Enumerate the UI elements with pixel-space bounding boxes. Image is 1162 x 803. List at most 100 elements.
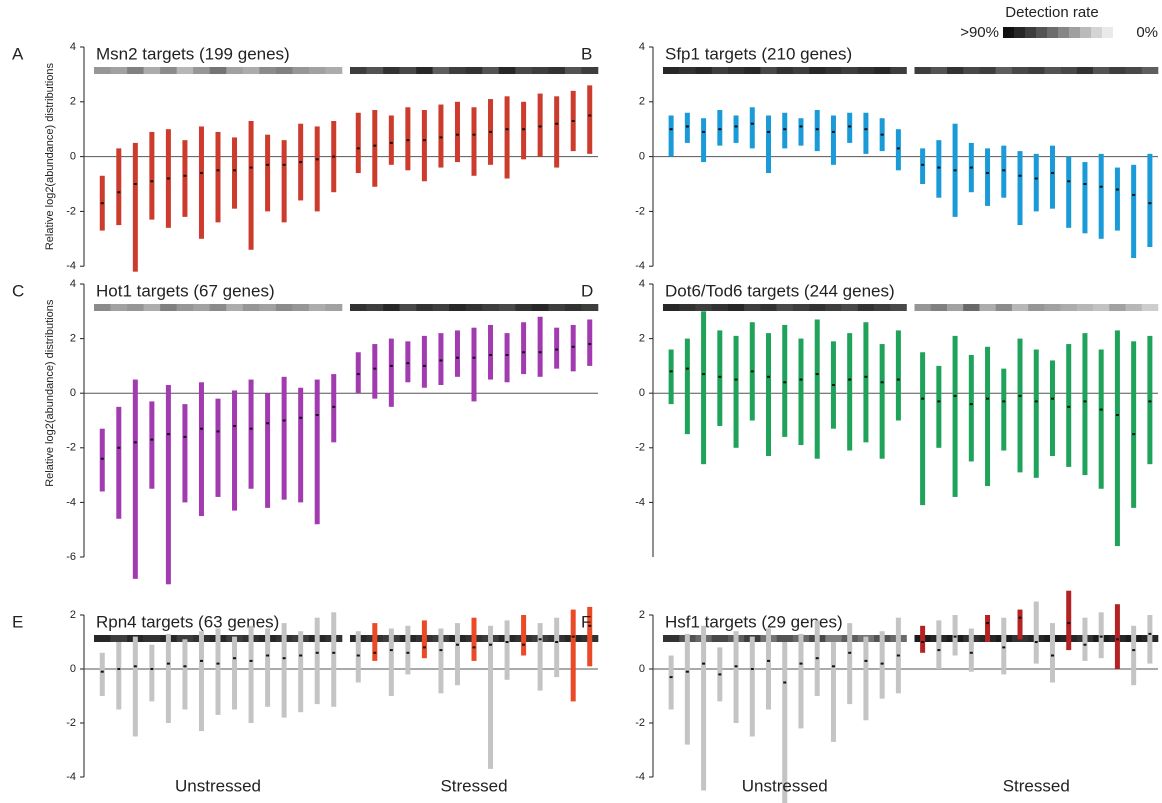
median (571, 119, 575, 122)
detection-cell (193, 67, 211, 74)
median (734, 665, 738, 668)
median (373, 144, 377, 147)
median (831, 130, 835, 133)
median (439, 359, 443, 362)
median (896, 147, 900, 150)
error-bar (331, 374, 337, 443)
median (848, 651, 852, 654)
error-bar (554, 617, 560, 678)
median (1050, 654, 1054, 657)
error-bar (684, 633, 690, 745)
median (166, 662, 170, 665)
median (937, 649, 941, 652)
error-bar (331, 612, 337, 707)
legend-gradient (1003, 27, 1113, 38)
detection-cell (841, 67, 859, 74)
detection-cell (209, 304, 227, 311)
error-bar (749, 107, 755, 149)
error-bar (215, 398, 221, 497)
median (571, 345, 575, 348)
median (848, 378, 852, 381)
median (332, 155, 336, 158)
error-bar (1131, 625, 1137, 686)
detection-cell (482, 67, 500, 74)
error-bar (1066, 156, 1072, 228)
error-bar (471, 107, 477, 176)
group-label: Unstressed (742, 776, 828, 795)
error-bar (814, 319, 820, 459)
detection-cell (350, 67, 367, 74)
median (422, 364, 426, 367)
error-bar (920, 625, 926, 653)
median (472, 356, 476, 359)
y-tick-label: 2 (70, 609, 76, 621)
error-bar (1114, 330, 1120, 547)
median (783, 381, 787, 384)
detection-cell (498, 304, 516, 311)
median (953, 394, 957, 397)
error-bar (717, 330, 723, 426)
error-bar (132, 142, 138, 272)
detection-cell (110, 304, 128, 311)
detection-cell (275, 304, 293, 311)
detection-cell (242, 304, 260, 311)
y-tick-label: -4 (635, 771, 645, 783)
error-bar (863, 112, 869, 154)
legend-min-label: 0% (1136, 24, 1158, 41)
median (356, 147, 360, 150)
median (489, 130, 493, 133)
median (332, 651, 336, 654)
error-bar (165, 385, 171, 585)
error-bar (488, 625, 494, 769)
y-tick-label: 0 (639, 663, 645, 675)
median (669, 128, 673, 131)
detection-cell (809, 67, 826, 74)
median (815, 657, 819, 660)
detection-cell (979, 304, 996, 311)
median (718, 375, 722, 378)
median (505, 128, 509, 131)
panel-letter: A (12, 44, 24, 63)
error-bar (733, 335, 739, 448)
detection-cell (874, 67, 891, 74)
median (489, 353, 493, 356)
y-tick-label: -4 (66, 260, 76, 272)
error-bar (405, 341, 411, 383)
error-bar (388, 338, 394, 407)
group-label: Unstressed (175, 776, 261, 795)
detection-cell (498, 67, 516, 74)
detection-cell (366, 67, 384, 74)
median (1115, 414, 1119, 417)
error-bar (782, 642, 788, 803)
y-tick-label: 0 (70, 387, 76, 399)
error-bar (1147, 615, 1153, 664)
error-bar (314, 617, 320, 705)
error-bar (149, 644, 155, 702)
median (969, 403, 973, 406)
median (356, 654, 360, 657)
median (455, 133, 459, 136)
median (233, 424, 237, 427)
median (538, 351, 542, 354)
median (864, 659, 868, 662)
error-bar (405, 625, 411, 675)
error-bar (701, 625, 707, 791)
detection-cell (226, 67, 244, 74)
error-bar (1017, 338, 1023, 473)
panel-letter: B (581, 44, 592, 63)
error-bar (471, 327, 477, 402)
median (1002, 646, 1006, 649)
detection-cell (465, 67, 483, 74)
error-bar (1131, 341, 1137, 508)
error-bar (182, 140, 188, 217)
error-bar (749, 636, 755, 737)
y-tick-label: 4 (70, 41, 76, 53)
median (1148, 632, 1152, 635)
median (1132, 193, 1136, 196)
error-bar (1131, 164, 1137, 258)
detection-cell (531, 67, 549, 74)
error-bar (471, 617, 477, 661)
error-bar (182, 404, 188, 503)
median (588, 343, 592, 346)
median (100, 202, 104, 205)
